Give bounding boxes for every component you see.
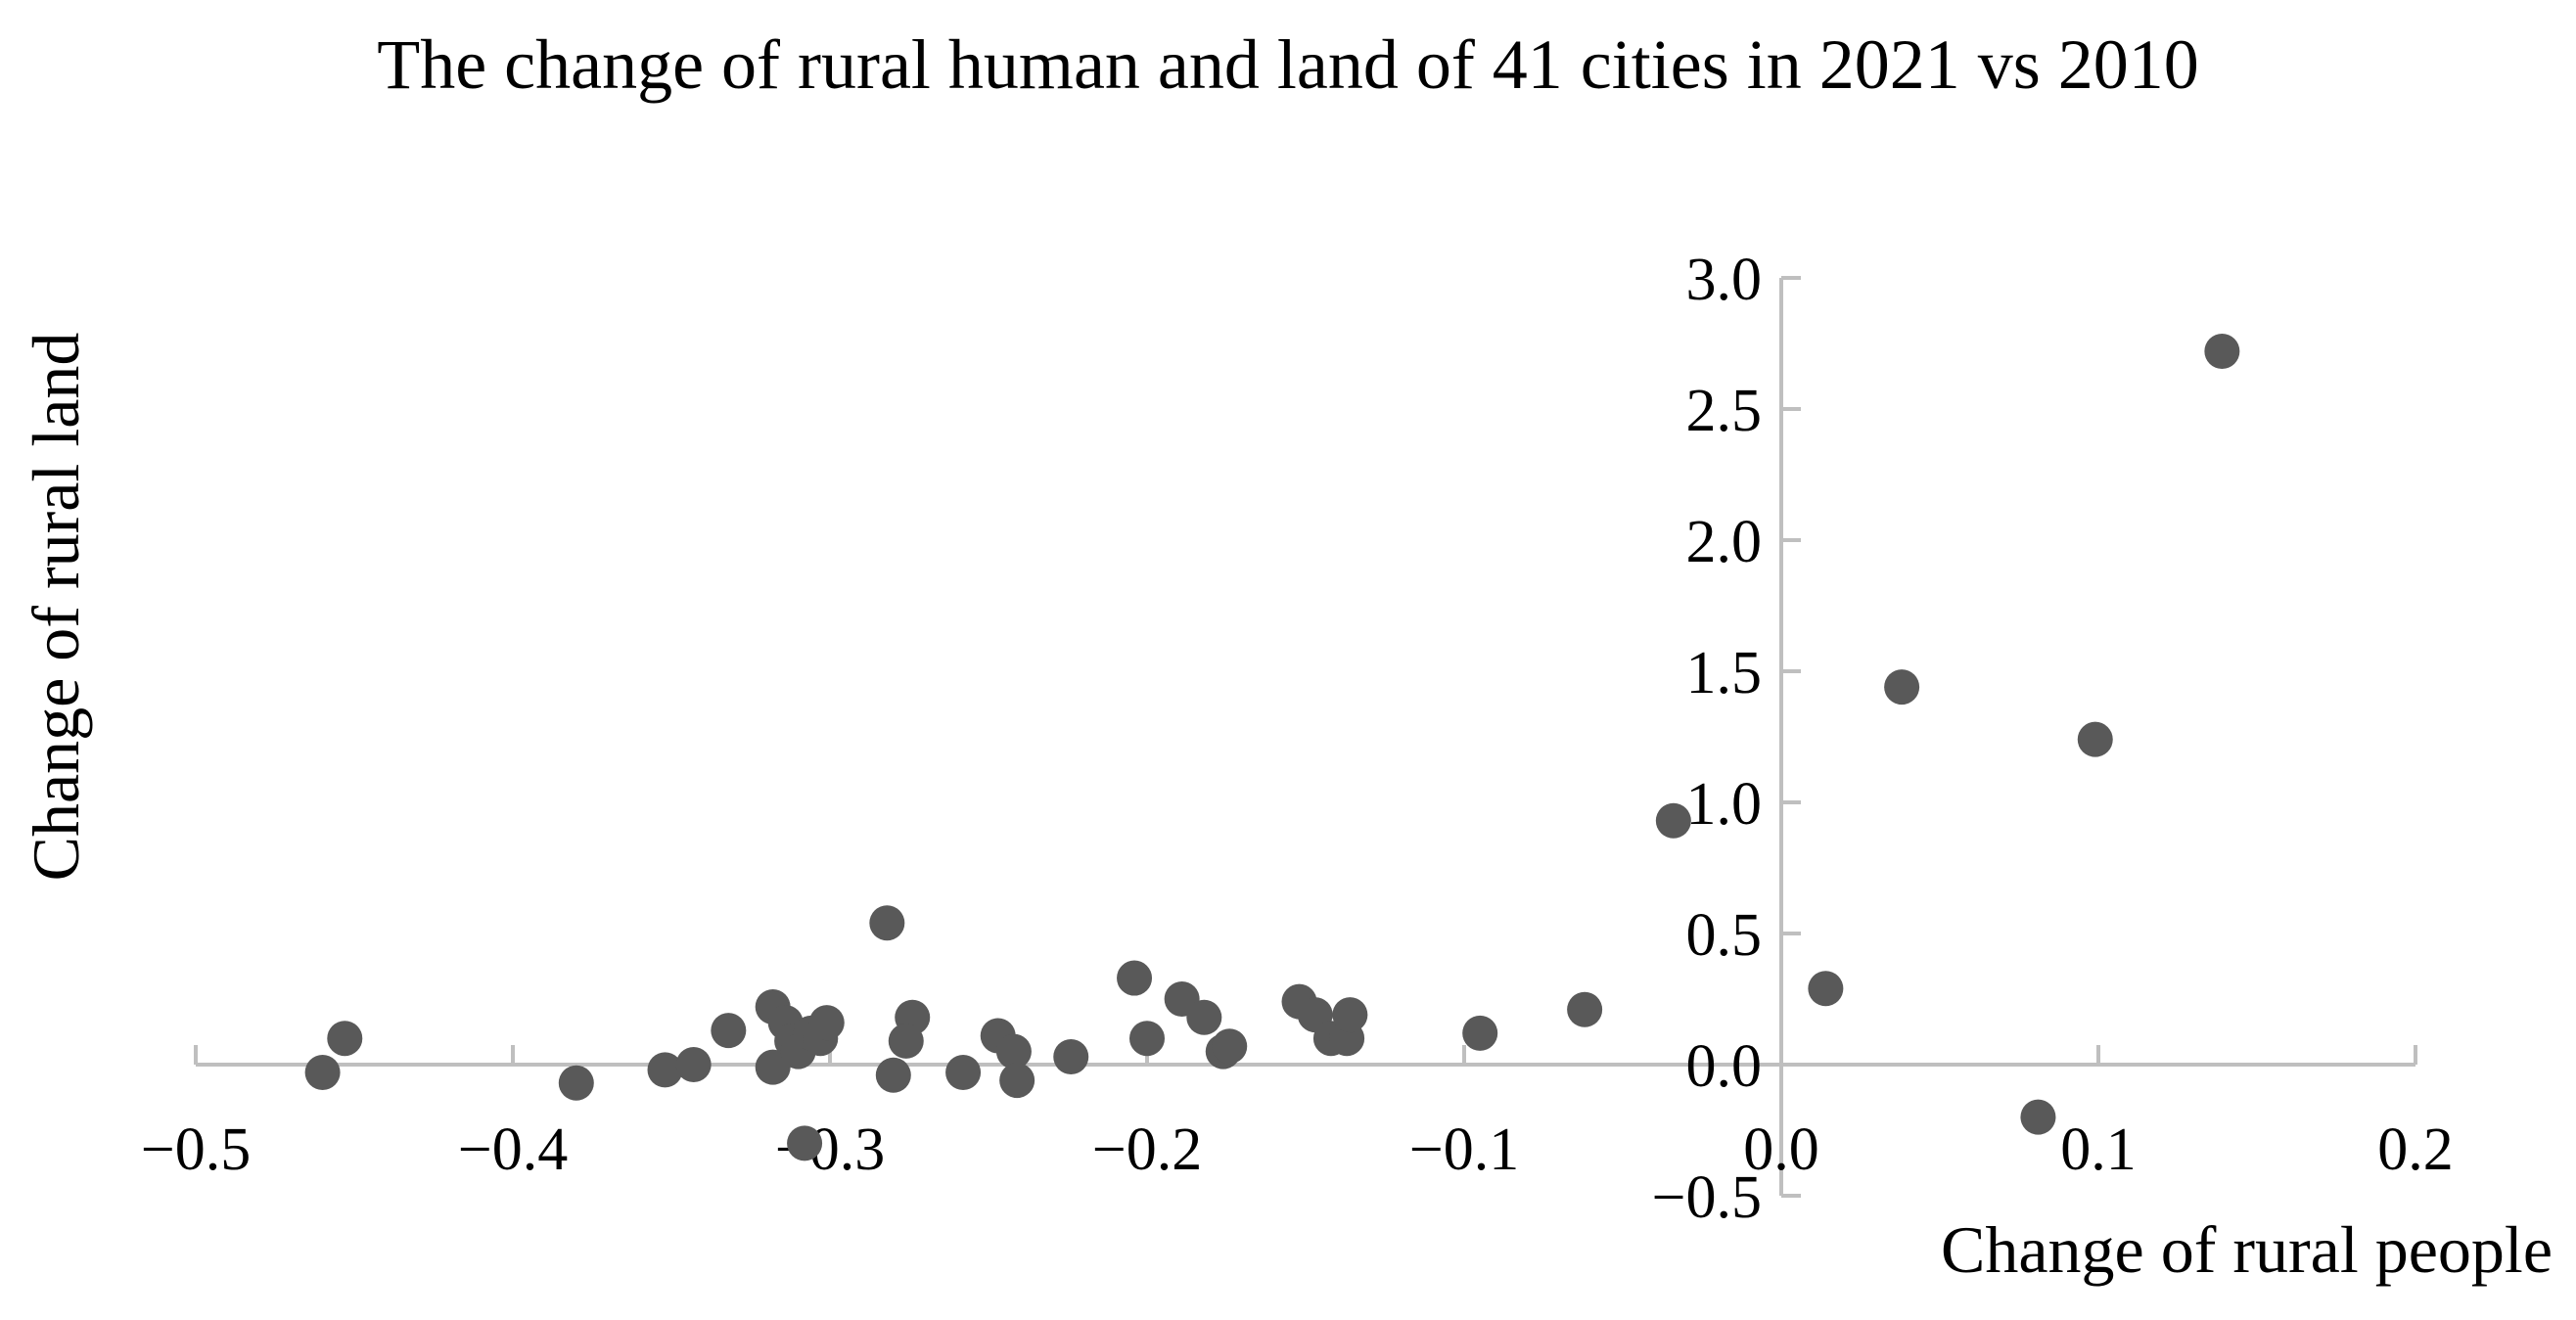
data-point — [647, 1052, 683, 1088]
data-points — [304, 334, 2240, 1161]
y-tick-label: 0.5 — [1686, 902, 1763, 969]
y-ticks: −0.5 0.0 0.5 1.0 1.5 2.0 2.5 3.0 — [1652, 247, 1801, 1231]
data-point — [2204, 334, 2240, 370]
y-axis-label: Change of rural land — [19, 333, 93, 882]
y-tick-label: 2.5 — [1686, 378, 1763, 444]
data-point — [995, 1033, 1032, 1070]
x-axis-label: Change of rural people — [1941, 1212, 2553, 1287]
x-tick-label: −0.5 — [141, 1116, 251, 1183]
data-point — [755, 1049, 791, 1085]
data-point — [1053, 1038, 1089, 1074]
x-tick-label: −0.1 — [1409, 1116, 1519, 1183]
data-point — [1186, 999, 1222, 1035]
x-tick-label: −0.2 — [1092, 1116, 1202, 1183]
data-point — [2077, 721, 2113, 757]
data-point — [808, 1005, 845, 1041]
x-tick-label: 0.0 — [1743, 1116, 1819, 1183]
data-point — [327, 1021, 363, 1057]
data-point — [1567, 991, 1603, 1027]
x-tick-label: 0.2 — [2377, 1116, 2454, 1183]
y-tick-label: 1.0 — [1686, 771, 1763, 838]
data-point — [1462, 1015, 1498, 1051]
data-point — [711, 1013, 747, 1049]
y-tick-label: −0.5 — [1652, 1164, 1762, 1231]
data-point — [675, 1047, 712, 1082]
y-tick-label: 1.5 — [1686, 640, 1763, 706]
data-point — [1884, 669, 1920, 706]
y-tick-label: 0.0 — [1686, 1033, 1763, 1100]
data-point — [304, 1055, 341, 1091]
x-ticks: −0.5 −0.4 −0.3 −0.2 −0.1 0.0 0.1 0.2 — [141, 1045, 2454, 1183]
x-tick-label: −0.4 — [458, 1116, 568, 1183]
data-point — [2020, 1099, 2056, 1135]
data-point — [1117, 960, 1153, 996]
data-point — [999, 1063, 1035, 1099]
data-point — [869, 905, 905, 941]
data-point — [1655, 802, 1691, 839]
data-point — [875, 1057, 911, 1093]
data-point — [1808, 971, 1844, 1007]
y-tick-label: 3.0 — [1686, 247, 1763, 313]
data-point — [945, 1055, 982, 1091]
x-tick-label: 0.1 — [2060, 1116, 2137, 1183]
data-point — [787, 1125, 823, 1161]
data-point — [1129, 1021, 1165, 1057]
data-point — [1212, 1028, 1248, 1065]
chart-title: The change of rural human and land of 41… — [377, 25, 2199, 104]
data-point — [558, 1065, 594, 1101]
data-point — [888, 1023, 924, 1059]
data-point — [1332, 997, 1368, 1033]
y-tick-label: 2.0 — [1686, 509, 1763, 575]
axes: −0.5 −0.4 −0.3 −0.2 −0.1 0.0 0.1 0.2 −0.50.00.5… — [141, 247, 2454, 1231]
